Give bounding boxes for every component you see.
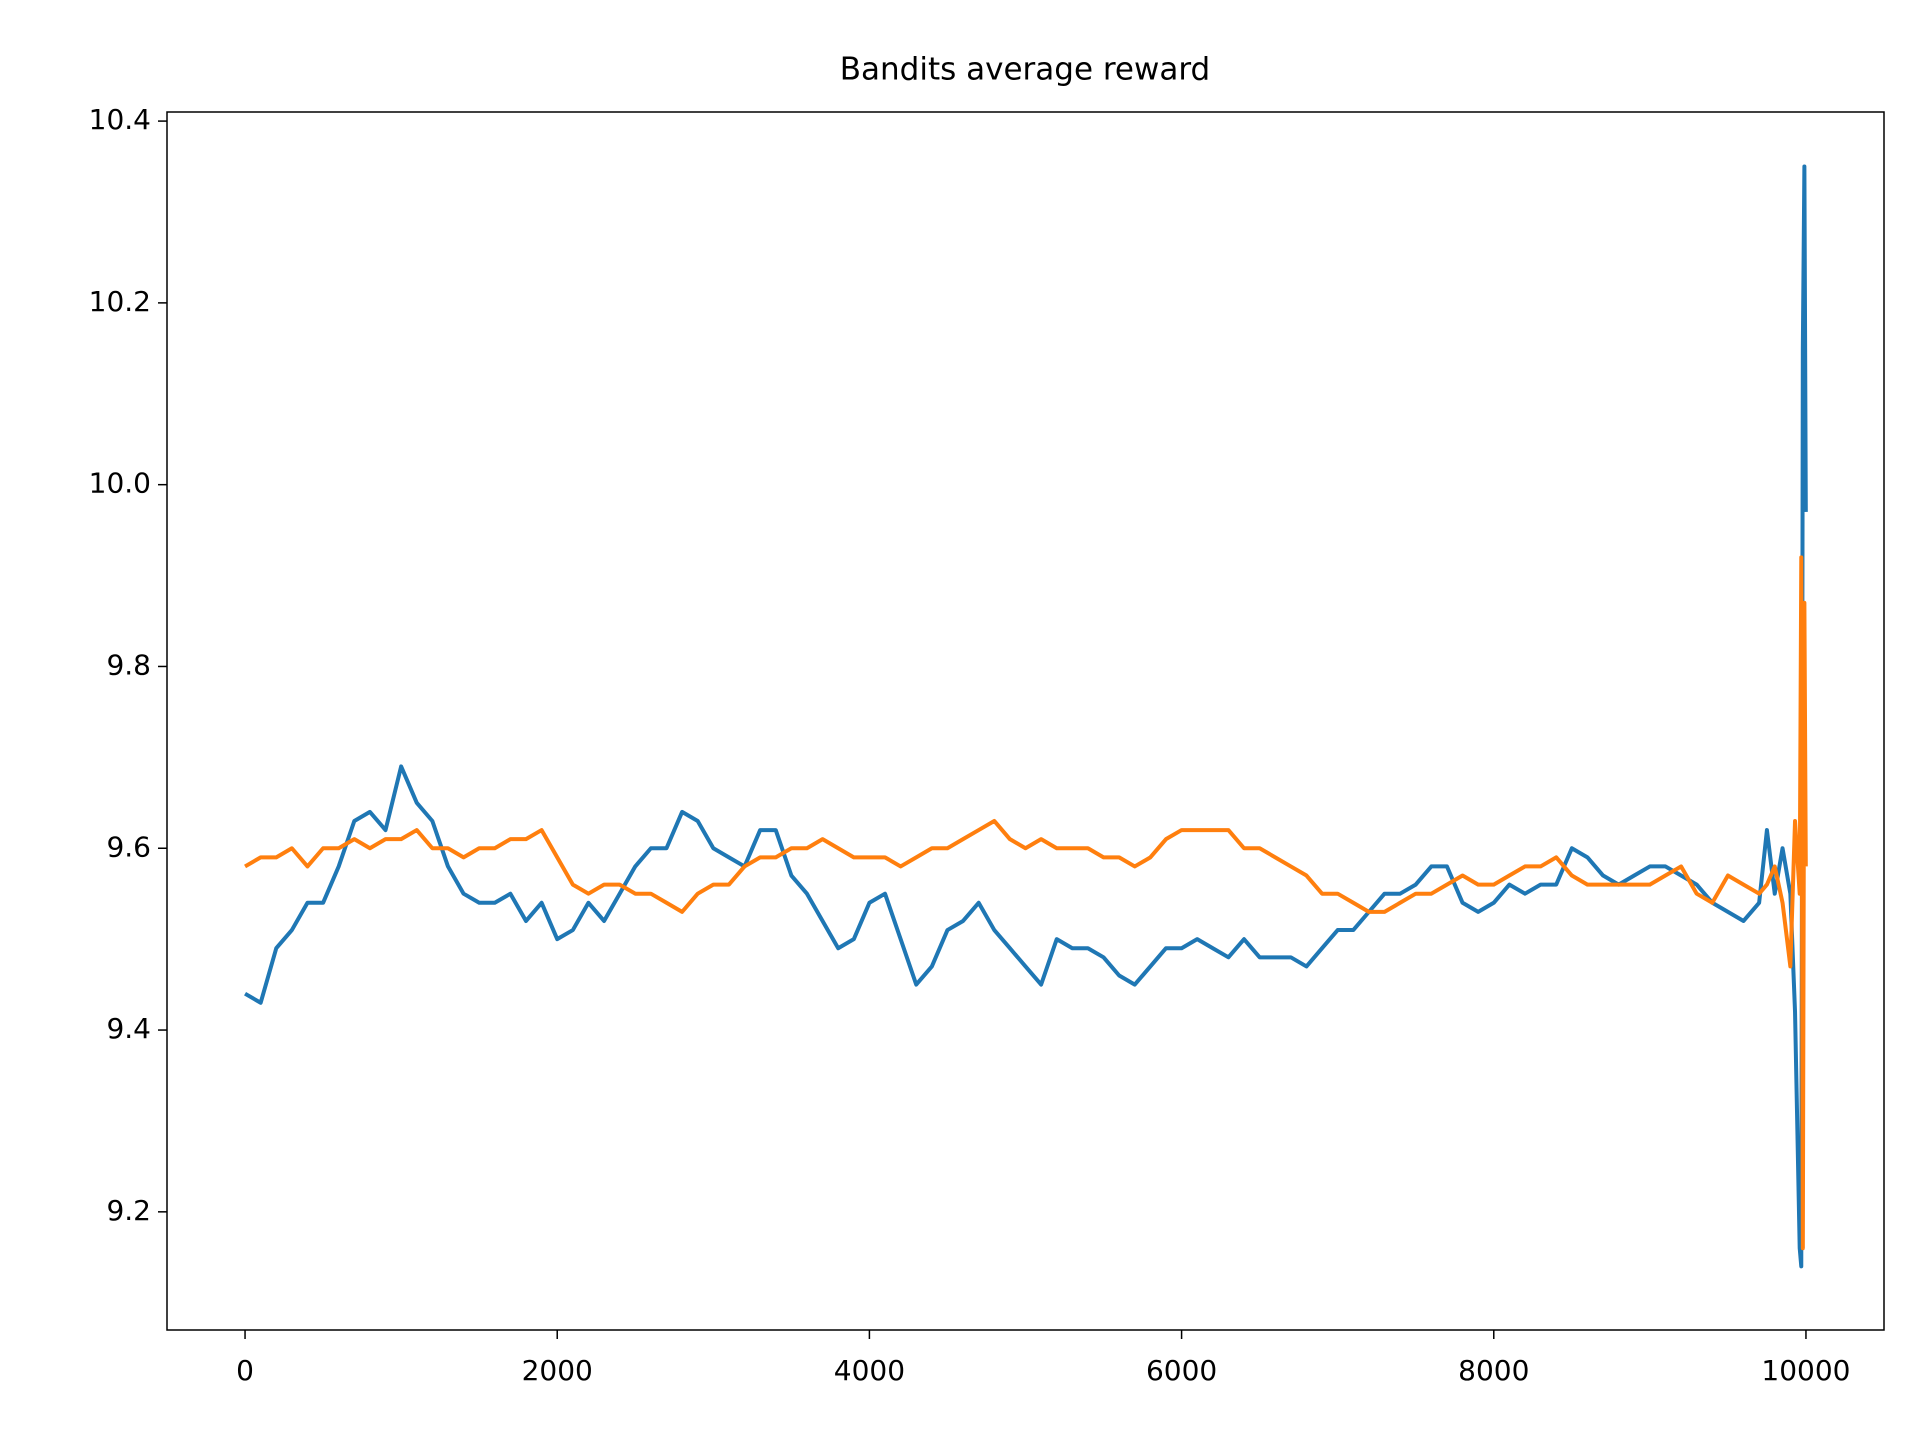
x-tick-label: 10000 (1761, 1354, 1850, 1387)
y-tick-label: 10.0 (89, 467, 151, 500)
y-tick-label: 9.2 (106, 1194, 151, 1227)
y-tick-label: 9.8 (106, 648, 151, 681)
x-tick-label: 6000 (1146, 1354, 1217, 1387)
x-tick-label: 4000 (834, 1354, 905, 1387)
chart-title: Bandits average reward (840, 52, 1211, 88)
y-tick-label: 9.6 (106, 830, 151, 863)
x-tick-label: 2000 (522, 1354, 593, 1387)
y-tick-label: 10.2 (89, 285, 151, 318)
y-tick-label: 10.4 (89, 103, 151, 136)
y-tick-label: 9.4 (106, 1012, 151, 1045)
series-line (244, 555, 1808, 1251)
x-tick-label: 8000 (1458, 1354, 1529, 1387)
series-line (244, 164, 1808, 1269)
plot-frame (166, 111, 1885, 1331)
x-tick-label: 0 (236, 1354, 254, 1387)
